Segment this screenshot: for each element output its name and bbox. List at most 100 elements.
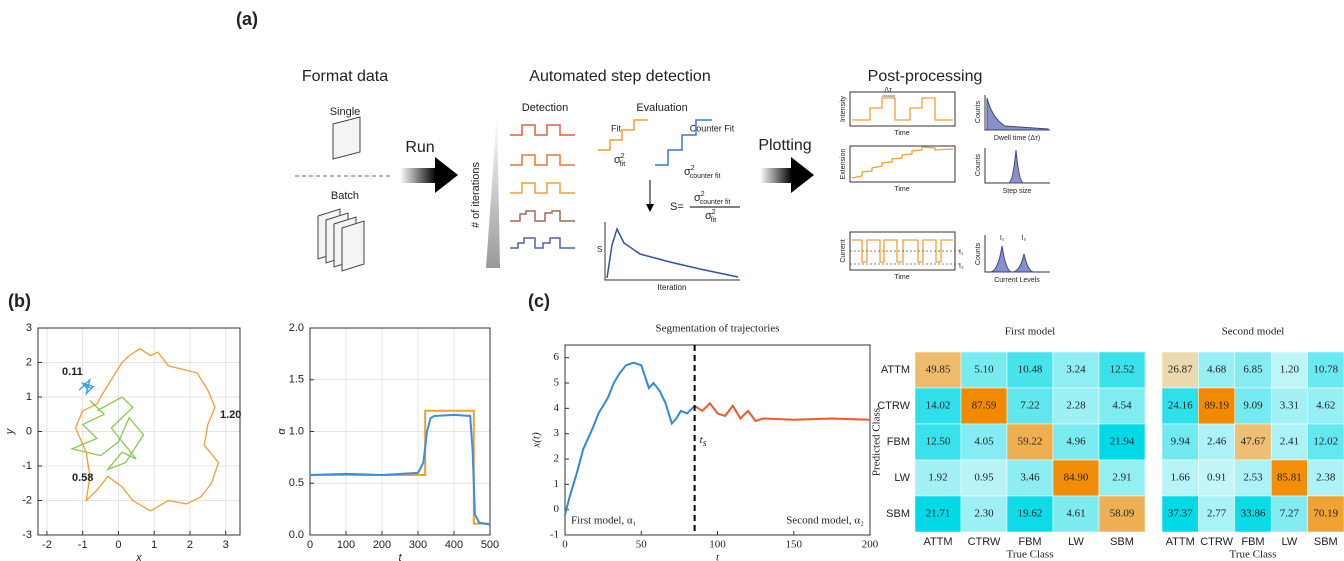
- axis-label: Dwell time (Δτ): [994, 135, 1040, 142]
- symbol: σ: [684, 166, 691, 178]
- cell-label: 21.94: [1110, 436, 1135, 448]
- cell: [1198, 387, 1236, 425]
- axis-label: Time: [894, 274, 909, 281]
- cell-label: 2.91: [1112, 472, 1131, 484]
- cell: [1270, 423, 1308, 461]
- series-line: [310, 409, 490, 525]
- sub: fit: [620, 161, 626, 168]
- label: Detection: [522, 102, 568, 114]
- cell: [1307, 495, 1344, 533]
- x-tick-label: -2: [42, 539, 52, 551]
- x-tick-label: CTRW: [1200, 536, 1233, 548]
- cell-label: 10.78: [1313, 364, 1338, 376]
- cell-label: 2.46: [1207, 436, 1227, 448]
- series-line: [69, 396, 145, 471]
- line-chart: 0 100 200 300 400 500 0.0 0.5 1.0 1.5 2.0 t α: [276, 322, 499, 561]
- chart-title: Segmentation of trajectories: [655, 323, 779, 335]
- cell: [1161, 495, 1199, 533]
- series-line: [74, 347, 220, 512]
- cell: [1198, 495, 1236, 533]
- annotation: Δτ: [884, 87, 892, 94]
- heading: Post-processing: [868, 68, 983, 85]
- chart-title: First model: [1005, 326, 1055, 338]
- label: Batch: [331, 190, 359, 202]
- axis-label: Time: [894, 130, 909, 137]
- cell-label: 9.94: [1171, 436, 1191, 448]
- plot-frame: [564, 344, 871, 536]
- wedge: [486, 112, 500, 268]
- axis-label: S: [597, 245, 602, 254]
- x-tick-label: 200: [373, 539, 391, 551]
- cell-label: 7.22: [1020, 400, 1039, 412]
- sub: fit: [711, 217, 717, 224]
- cell: [1006, 387, 1054, 425]
- series-line: [564, 361, 696, 515]
- x-tick-label: 400: [445, 539, 463, 551]
- series-name: Second model, α₂: [786, 515, 864, 527]
- x-tick-label: 0: [115, 539, 121, 551]
- cell: [1098, 459, 1146, 497]
- y-tick-label: 3: [26, 322, 32, 334]
- x-tick-label: 3: [223, 539, 229, 551]
- cell: [1198, 459, 1236, 497]
- cell-label: 26.87: [1168, 364, 1193, 376]
- x-tick-label: ATTM: [923, 536, 952, 548]
- cell: [1098, 495, 1146, 533]
- x-tick-label: 2: [187, 539, 193, 551]
- cell-label: 58.09: [1110, 508, 1135, 520]
- series-label: 0.58: [72, 472, 93, 484]
- series-label: 0.11: [62, 366, 83, 378]
- cell-label: 85.81: [1277, 472, 1302, 484]
- cell-label: 1.66: [1171, 472, 1191, 484]
- heading: Automated step detection: [529, 68, 710, 85]
- cell: [1006, 351, 1054, 389]
- sup: 2: [691, 165, 695, 172]
- cell-label: 4.61: [1066, 508, 1085, 520]
- sup: 2: [701, 191, 705, 198]
- s-curve: [606, 227, 739, 279]
- y-tick-label: 2: [26, 356, 32, 368]
- cell: [1198, 423, 1236, 461]
- sub: s: [703, 438, 707, 449]
- x-tick-label: 100: [337, 539, 355, 551]
- formula-num: σ2 counter fit: [694, 191, 730, 206]
- x-tick-label: FBM: [1241, 536, 1264, 548]
- level: I₁: [959, 249, 964, 256]
- y-tick-label: 0.0: [289, 529, 304, 541]
- cell-label: 2.38: [1316, 472, 1336, 484]
- sup: 2: [621, 153, 625, 160]
- axis-label: Intensity: [840, 95, 847, 122]
- cell-label: 59.22: [1018, 436, 1043, 448]
- sigma-fit: σ2 fit: [614, 153, 625, 168]
- y-tick-label: SBM: [886, 508, 910, 520]
- cell-label: 4.62: [1316, 400, 1335, 412]
- cell-label: 84.90: [1064, 472, 1089, 484]
- step-traces: [510, 124, 575, 249]
- y-tick-label: 5: [554, 377, 560, 389]
- file-icon: [332, 116, 361, 160]
- x-tick-label: 500: [481, 539, 499, 551]
- cell-label: 87.59: [972, 400, 997, 412]
- x-axis-label: t: [398, 552, 402, 561]
- cell: [1052, 459, 1100, 497]
- cell-label: 49.85: [926, 364, 951, 376]
- x-tick-label: SBM: [1314, 536, 1338, 548]
- split-label: ts: [700, 434, 707, 450]
- series-line: [78, 377, 95, 396]
- y-tick-label: FBM: [887, 436, 910, 448]
- heatmap: 26.87 4.68 6.85 1.20 10.78 24.16 89.19 9.09 3.31…: [1161, 326, 1344, 561]
- y-tick-label: -1: [22, 460, 32, 472]
- cell: [914, 459, 962, 497]
- cell: [1234, 495, 1272, 533]
- series-label: 1.20: [220, 409, 241, 421]
- x-axis-label: True Class: [1007, 549, 1054, 561]
- cell: [1006, 459, 1054, 497]
- cell-label: 24.16: [1168, 400, 1193, 412]
- x-tick-label: LW: [1068, 536, 1084, 548]
- label: Evaluation: [636, 102, 687, 114]
- level: I₁: [1000, 235, 1005, 242]
- panel-label: (a): [236, 9, 258, 29]
- x-tick-label: 200: [862, 539, 879, 551]
- cell-label: 5.10: [974, 364, 994, 376]
- label: # of iterations: [470, 161, 482, 228]
